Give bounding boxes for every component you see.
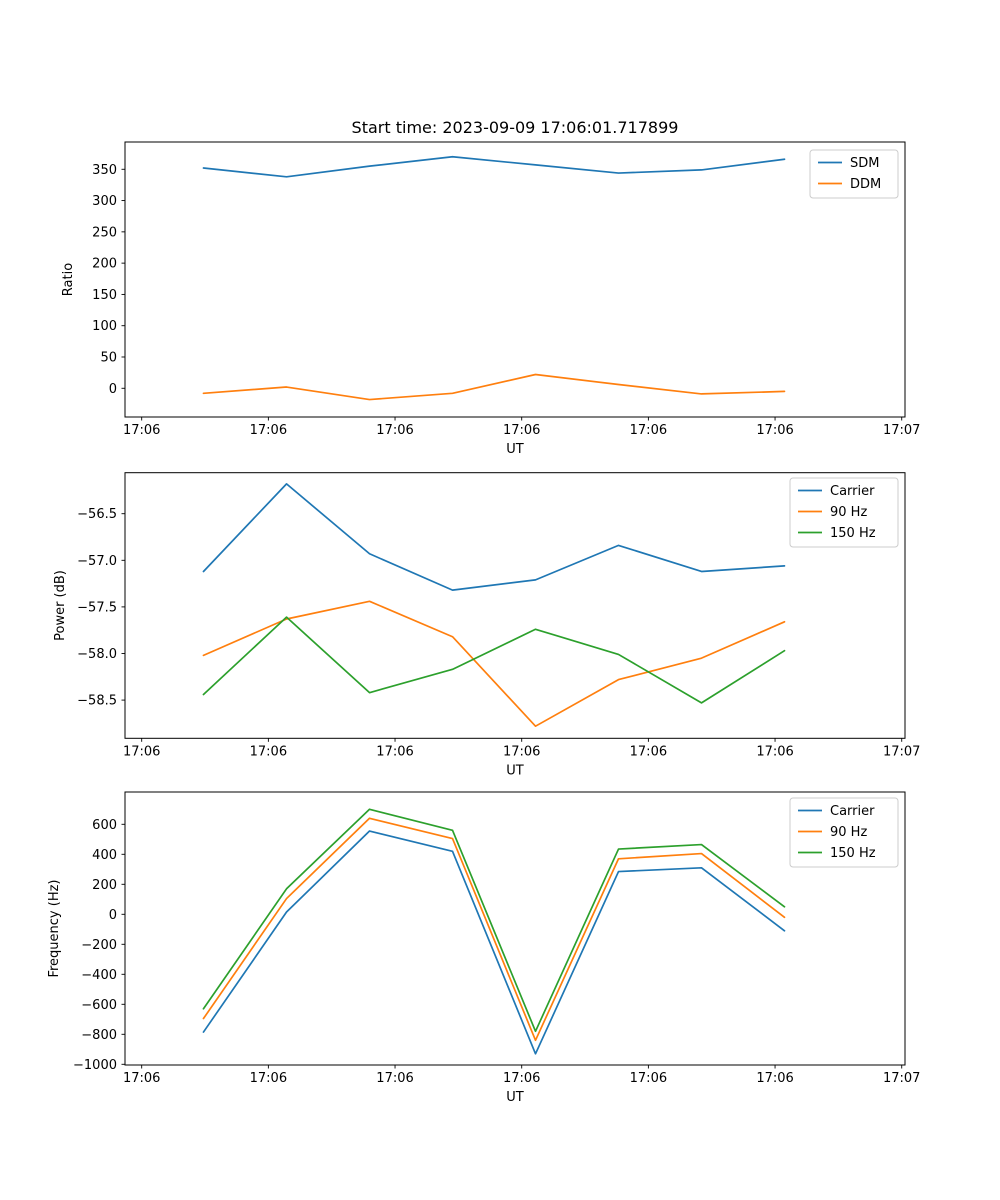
y-tick-label: −1000 [73,1058,117,1073]
legend-frame [789,477,899,548]
x-tick-label: 17:06 [376,1071,413,1086]
x-tick-label: 17:06 [630,423,667,438]
x-tick-label: 17:06 [503,1071,540,1086]
y-tick-label: 50 [100,350,117,365]
x-tick-label: 17:06 [250,1071,287,1086]
y-tick-label: −58.0 [77,647,117,662]
x-tick-label: 17:06 [250,744,287,759]
y-tick-label: −800 [81,1028,117,1043]
y-tick-label: −58.5 [77,694,117,709]
y-tick-label: 300 [92,194,117,209]
legend-label-150-hz: 150 Hz [830,526,876,541]
x-tick-label: 17:06 [250,423,287,438]
y-tick-label: 350 [92,163,117,178]
line-90-hz [202,817,786,1042]
legend-label-carrier: Carrier [830,804,875,819]
plot-frame [124,472,906,739]
x-tick-label: 17:06 [123,423,160,438]
x-tick-label: 17:06 [756,1071,793,1086]
y-tick-label: 150 [92,288,117,303]
legend: SDM DDM [809,149,899,199]
plot-frame [124,791,906,1066]
legend-label-150-hz: 150 Hz [830,846,876,861]
x-tick-label: 17:06 [123,744,160,759]
legend-frame [789,797,899,868]
x-axis-label: UT [506,763,524,778]
x-tick-label: 17:06 [630,1071,667,1086]
x-tick-label: 17:06 [376,744,413,759]
line-carrier [202,483,786,591]
x-tick-label: 17:06 [503,744,540,759]
line-150-hz [202,808,786,1033]
x-tick-label: 17:06 [503,423,540,438]
subplot-ratio: 0 50 100 150 200 250 300 350 17:06 17:06 17:06 17:0… [61,118,920,457]
y-axis-label: Ratio [61,263,76,296]
y-tick-label: −57.5 [77,600,117,615]
x-tick-label: 17:06 [630,744,667,759]
x-tick-label: 17:07 [883,744,920,759]
y-tick-label: −400 [81,968,117,983]
x-tick-label: 17:06 [123,1071,160,1086]
y-tick-label: 100 [92,319,117,334]
subplot-power: −56.5 −57.0 −57.5 −58.0 −58.5 17:06 17:06 17:06… [53,472,920,778]
y-tick-label: −200 [81,938,117,953]
legend: Carrier 90 Hz 150 Hz [789,797,899,868]
y-tick-label: 200 [92,257,117,272]
line-sdm [202,155,786,178]
subplot-frequency: 600 400 200 0 −200 −400 −600 −800 −1000 17:06 17:0… [47,791,920,1105]
y-tick-label: 600 [92,818,117,833]
y-tick-label: −57.0 [77,554,117,569]
x-axis-label: UT [506,442,524,457]
x-tick-label: 17:07 [883,1071,920,1086]
x-tick-label: 17:06 [756,744,793,759]
y-tick-label: 200 [92,878,117,893]
legend-label-90-hz: 90 Hz [830,505,867,520]
x-axis-label: UT [506,1090,524,1105]
line-150-hz [202,616,786,704]
x-tick-label: 17:06 [376,423,413,438]
line-90-hz [202,600,786,728]
legend-label-90-hz: 90 Hz [830,825,867,840]
legend-label-ddm: DDM [850,177,881,192]
legend-label-carrier: Carrier [830,484,875,499]
y-axis-label: Frequency (Hz) [47,879,62,977]
line-ddm [202,373,786,401]
legend: Carrier 90 Hz 150 Hz [789,477,899,548]
plot-frame [124,141,906,418]
y-tick-label: −56.5 [77,507,117,522]
x-tick-label: 17:06 [756,423,793,438]
y-tick-label: 0 [109,908,117,923]
y-axis-label: Power (dB) [53,570,68,641]
y-tick-label: 250 [92,225,117,240]
y-tick-label: 0 [109,382,117,397]
line-carrier [202,830,786,1055]
y-tick-label: 400 [92,848,117,863]
x-tick-label: 17:07 [883,423,920,438]
legend-label-sdm: SDM [850,156,879,171]
chart-title: Start time: 2023-09-09 17:06:01.717899 [352,118,679,137]
y-tick-label: −600 [81,998,117,1013]
